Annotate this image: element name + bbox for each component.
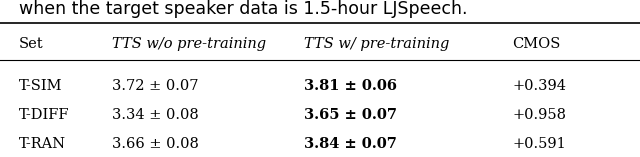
Text: CMOS: CMOS [512,37,561,51]
Text: 3.34 ± 0.08: 3.34 ± 0.08 [112,108,199,122]
Text: +0.394: +0.394 [512,78,566,93]
Text: TTS w/o pre-training: TTS w/o pre-training [112,37,266,51]
Text: +0.958: +0.958 [512,108,566,122]
Text: Set: Set [19,37,44,51]
Text: 3.84 ± 0.07: 3.84 ± 0.07 [304,137,397,151]
Text: when the target speaker data is 1.5-hour LJSpeech.: when the target speaker data is 1.5-hour… [19,0,468,18]
Text: T-SIM: T-SIM [19,78,63,93]
Text: T-DIFF: T-DIFF [19,108,70,122]
Text: TTS w/ pre-training: TTS w/ pre-training [304,37,449,51]
Text: 3.66 ± 0.08: 3.66 ± 0.08 [112,137,199,151]
Text: 3.65 ± 0.07: 3.65 ± 0.07 [304,108,397,122]
Text: 3.81 ± 0.06: 3.81 ± 0.06 [304,78,397,93]
Text: 3.72 ± 0.07: 3.72 ± 0.07 [112,78,198,93]
Text: T-RAN: T-RAN [19,137,67,151]
Text: +0.591: +0.591 [512,137,566,151]
